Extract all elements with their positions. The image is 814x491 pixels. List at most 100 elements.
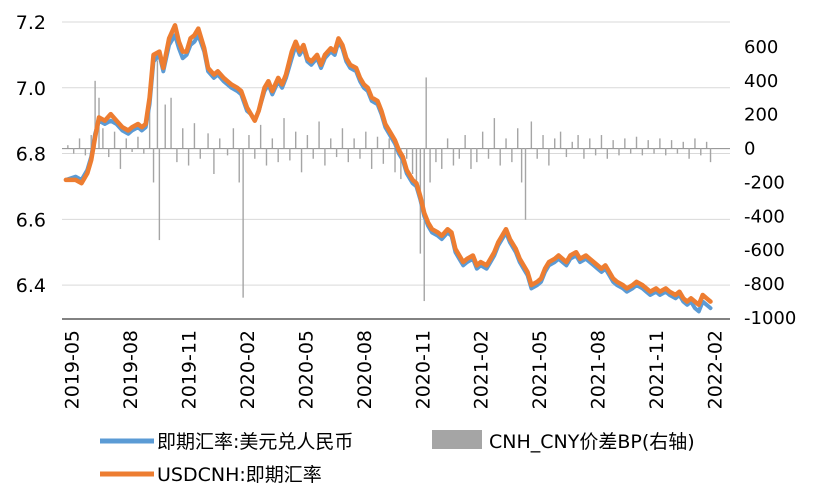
spread-bar [370,148,373,169]
spread-bar [219,138,221,149]
y-axis-right-ticks: -1000 -800 -600 -400 -200 0 200 400 600 [744,37,796,329]
spread-bar [394,148,396,173]
spread-bar [213,148,215,174]
spread-bar [709,148,712,163]
spread-bar [705,141,708,149]
spread-bar [700,148,702,156]
spread-bar [499,148,501,166]
spread-bar [187,148,190,166]
x-tick-label: 2021-08 [588,330,610,409]
spread-bar [542,135,544,149]
spread-bar [259,124,262,149]
x-tick-label: 2021-11 [646,330,668,409]
spread-bar [565,148,568,158]
spread-bar [341,128,344,149]
x-axis-ticks: 2019-05 2019-08 2019-11 2020-02 2020-05 2020-… [62,330,727,409]
y-right-tick-label: 200 [744,105,778,126]
spread-bar [72,148,75,154]
spread-bar [635,136,638,149]
spread-bar [559,131,562,149]
legend: 即期汇率:美元兑人民币 CNH_CNY价差BP(右轴) USDCNH:即期汇率 [100,430,695,486]
spread-bar [647,140,649,149]
spread-bar [400,148,402,180]
spread-bar [435,148,437,163]
x-tick-label: 2019-05 [62,330,84,409]
spread-bar [289,148,291,161]
spread-bars [67,60,712,302]
spread-bar [131,148,133,152]
spread-bar [143,148,145,154]
spread-bar [641,148,644,156]
spread-bar [152,148,155,183]
y-right-tick-label: -200 [744,172,785,193]
spread-bar [312,148,314,159]
spread-bar [265,148,268,166]
spread-bar [248,135,250,149]
spread-bar [476,148,478,163]
spread-bar [318,121,320,149]
y-left-tick-label: 7.2 [16,12,46,34]
spread-bar [682,141,684,149]
y-left-tick-label: 6.8 [16,144,46,166]
y-right-tick-label: -400 [744,206,785,227]
spread-bar [577,135,579,149]
spread-bar [382,148,385,164]
spread-bar [271,138,274,149]
spread-bar [487,148,490,159]
spread-bar [353,138,355,149]
spread-bar [84,148,87,156]
spread-bar [694,138,696,149]
y-right-tick-label: 600 [744,37,778,58]
spread-bar [376,136,379,149]
x-tick-label: 2020-08 [354,330,376,409]
spread-bar [670,140,673,149]
spread-bar [511,148,513,163]
series-line-0 [63,33,713,314]
spread-bar [193,123,196,149]
spread-bar [688,148,690,159]
x-tick-label: 2021-05 [529,330,551,409]
spread-bar [583,148,585,159]
spread-bar [283,118,285,149]
spread-bar [388,138,390,149]
spread-bar [653,148,655,154]
spread-bar [176,148,178,163]
x-tick-label: 2019-08 [120,330,142,409]
spread-bar [676,148,679,154]
spread-bar [505,138,507,149]
spread-bar [365,131,367,149]
spread-bar [254,148,256,159]
spread-bar [452,148,455,166]
spread-bar [441,148,443,169]
spread-bar [232,128,235,149]
series-lines [63,23,713,314]
spread-bar [156,60,159,149]
y-right-tick-label: -800 [744,274,785,295]
legend-label: 即期汇率:美元兑人民币 [157,431,353,453]
y-right-tick-label: -600 [744,240,785,261]
spread-bar [612,140,614,149]
spread-bar [464,135,466,149]
legend-swatch-bar [432,430,482,449]
y-right-tick-label: 0 [744,139,755,160]
spread-bar [659,138,661,149]
spread-bar [415,148,418,191]
series-line-1 [63,23,713,308]
spread-bar [524,148,527,220]
spread-bar [517,128,519,149]
x-tick-label: 2020-05 [295,330,317,409]
spread-bar [629,148,632,154]
spread-bar [571,141,573,149]
spread-bar [199,148,201,159]
spread-bar [119,148,122,169]
legend-label: USDCNH:即期汇率 [157,464,322,486]
spread-bar [67,145,69,149]
spread-bar [624,138,626,149]
spread-bar [295,131,297,149]
spread-bar [423,148,425,302]
spread-bar [606,148,609,159]
spread-bar [78,138,81,149]
spread-bar [148,106,151,149]
spread-bar [306,135,309,149]
